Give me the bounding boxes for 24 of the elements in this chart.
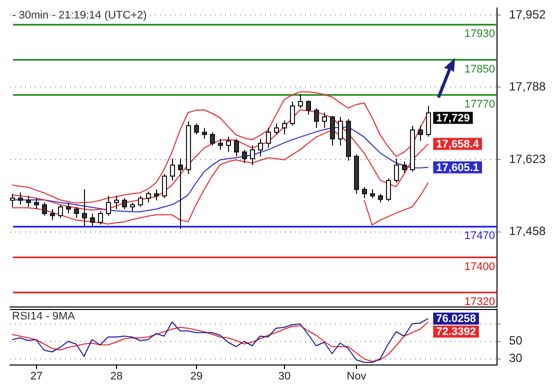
x-tick-label: 27 <box>30 370 43 383</box>
chart-title: RSI14 - 9MA <box>12 310 76 323</box>
x-tick-label: 30 <box>278 370 291 383</box>
text: 17,729 <box>436 112 470 124</box>
x-tick-label: 28 <box>110 370 123 383</box>
data-label: 17,605.1 <box>436 162 479 174</box>
data-label: 76.0258 <box>436 313 476 326</box>
y-tick-label: 17,458 <box>509 224 546 238</box>
ref-line-label: 17400 <box>464 260 495 273</box>
chart-title: - 30min - 21:19:14 (UTC+2) <box>12 10 147 22</box>
y-tick-label: 17,952 <box>509 7 546 22</box>
ref-line-label: 17770 <box>464 98 495 110</box>
ref-line-label: 17850 <box>464 63 495 76</box>
ref-line-label: 17470 <box>464 230 495 242</box>
x-tick-label: 29 <box>190 370 203 383</box>
y-tick-label: 30 <box>509 351 523 366</box>
y-tick-label: 17,788 <box>509 79 546 94</box>
ref-line-label: 17320 <box>464 296 495 308</box>
y-tick-label: 17,623 <box>509 152 546 166</box>
ref-line-label: 17930 <box>464 28 495 40</box>
data-label: 72.3392 <box>436 326 476 338</box>
data-label: 17,658.4 <box>436 138 480 150</box>
x-tick-label: Nov <box>346 370 367 383</box>
y-tick-label: 50 <box>509 334 523 348</box>
